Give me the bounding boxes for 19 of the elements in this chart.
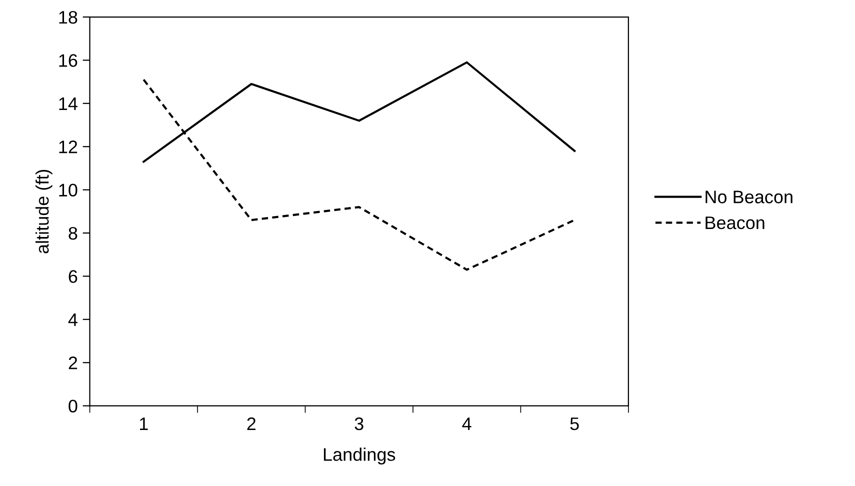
y-tick-label: 0 [68, 400, 78, 413]
y-tick-label: 16 [59, 54, 78, 67]
y-tick-label: 12 [59, 140, 78, 154]
x-tick-label: 5 [570, 418, 579, 430]
legend-label: No Beacon [706, 190, 792, 204]
legend-label: Beacon [706, 216, 764, 230]
x-tick-label: 2 [247, 417, 256, 430]
y-tick-label: 4 [68, 314, 78, 326]
y-tick-label: 8 [68, 226, 78, 240]
y-tick-label: 2 [68, 356, 78, 370]
y-tick-label: 6 [68, 270, 78, 283]
y-tick-label: 10 [59, 184, 78, 197]
x-tick-label: 4 [462, 418, 472, 430]
x-tick-label: 3 [354, 417, 364, 430]
y-tick-label: 18 [59, 10, 78, 24]
x-axis-title: Landings [324, 448, 396, 464]
x-tick-label: 1 [140, 418, 148, 430]
y-axis-title: altitude (ft) [36, 170, 52, 254]
y-tick-label: 14 [59, 98, 78, 110]
